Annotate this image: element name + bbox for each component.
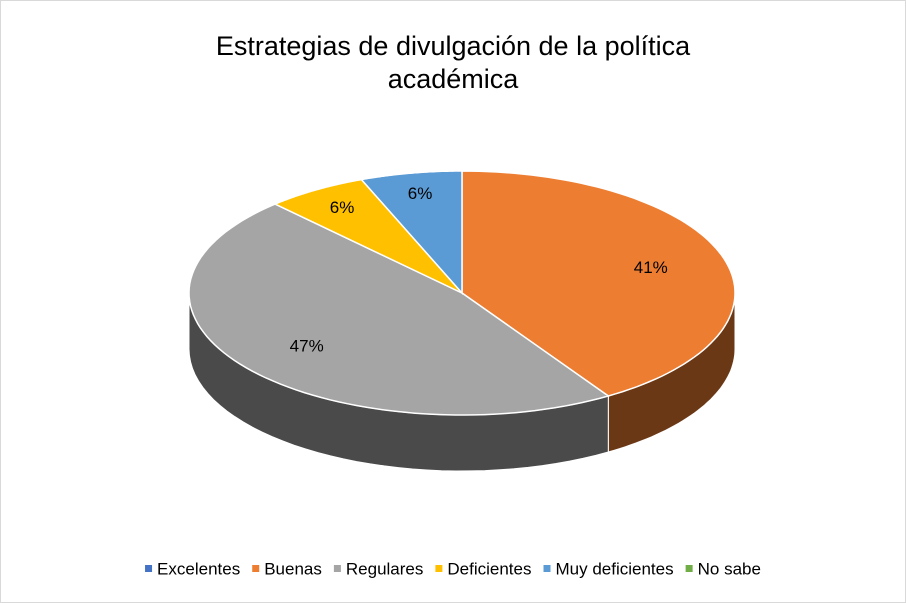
legend-swatch xyxy=(543,565,551,572)
data-label: 47% xyxy=(290,336,324,355)
legend-label: Regulares xyxy=(346,559,424,578)
slice xyxy=(273,178,463,294)
data-label: 41% xyxy=(634,258,668,277)
slice xyxy=(461,170,736,397)
legend-swatch xyxy=(435,565,443,572)
legend-label: Deficientes xyxy=(447,559,531,578)
data-label: 6% xyxy=(330,198,355,217)
chart-title: Estrategias de divulgación de la polític… xyxy=(215,31,691,94)
legend-label: Excelentes xyxy=(157,559,240,578)
legend-label: Buenas xyxy=(264,559,322,578)
legend-swatch xyxy=(685,565,693,572)
legend-swatch xyxy=(145,565,153,572)
slice xyxy=(188,203,611,416)
slice xyxy=(360,170,463,295)
legend-label: Muy deficientes xyxy=(556,559,674,578)
legend-swatch xyxy=(252,565,260,572)
legend-label: No sabe xyxy=(698,559,761,578)
legend-swatch xyxy=(333,565,341,572)
data-label: 6% xyxy=(408,184,433,203)
